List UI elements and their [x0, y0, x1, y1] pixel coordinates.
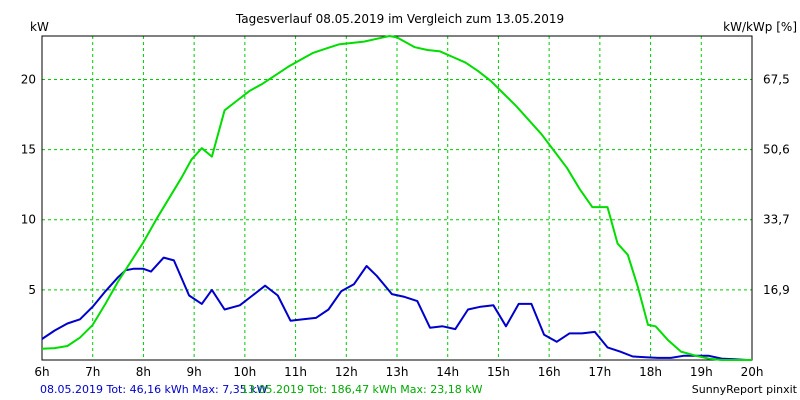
x-tick-13h: 13h [386, 365, 409, 379]
x-tick-10h: 10h [233, 365, 256, 379]
x-tick-11h: 11h [284, 365, 307, 379]
x-tick-8h: 8h [136, 365, 151, 379]
x-tick-12h: 12h [335, 365, 358, 379]
y-right-tick-3: 67,5 [763, 72, 790, 86]
y-left-tick-20: 20 [21, 72, 36, 86]
legend-series-1: 08.05.2019 Tot: 46,16 kWh Max: 7,35 kW [40, 383, 268, 396]
y-left-tick-5: 5 [28, 283, 36, 297]
y-axis-right-label: kW/kWp [%] [723, 20, 797, 34]
tick-labels: 6h 7h 8h 9h 10h 11h 12h 13h 14h 15h 16h 17h 18h 19h 20… [21, 72, 790, 379]
x-tick-17h: 17h [588, 365, 611, 379]
y-left-tick-10: 10 [21, 213, 36, 227]
y-right-tick-1: 33,7 [763, 213, 790, 227]
series-line-1 [41, 256, 752, 361]
y-axis-left-label: kW [30, 20, 49, 34]
legend-series-2: 13.05.2019 Tot: 186,47 kWh Max: 23,18 kW [241, 383, 483, 396]
series-line-2 [41, 35, 752, 361]
brand-credit: SunnyReport pinxit [692, 383, 798, 396]
y-right-tick-2: 50,6 [763, 143, 790, 157]
plot-frame [41, 35, 753, 361]
y-right-tick-0: 16,9 [763, 283, 790, 297]
x-tick-7h: 7h [85, 365, 100, 379]
x-tick-19h: 19h [690, 365, 713, 379]
y-left-tick-15: 15 [21, 143, 36, 157]
grid [42, 36, 752, 360]
x-tick-18h: 18h [639, 365, 662, 379]
x-tick-14h: 14h [436, 365, 459, 379]
chart-title: Tagesverlauf 08.05.2019 im Vergleich zum… [235, 12, 564, 26]
x-tick-6h: 6h [34, 365, 49, 379]
x-tick-15h: 15h [487, 365, 510, 379]
x-tick-9h: 9h [187, 365, 202, 379]
x-tick-20h: 20h [741, 365, 764, 379]
x-tick-16h: 16h [538, 365, 561, 379]
series-lines [41, 35, 752, 361]
